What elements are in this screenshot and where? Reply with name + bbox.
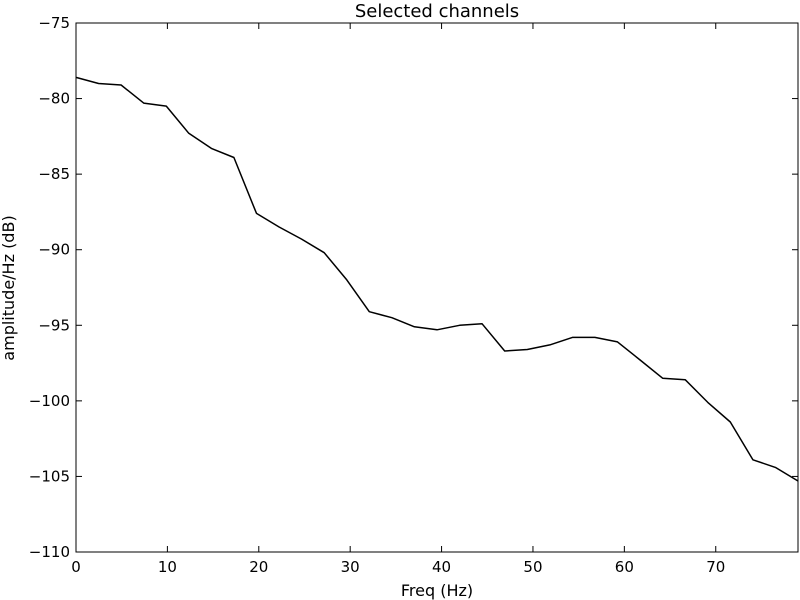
y-tick-label: −90: [38, 241, 70, 259]
x-axis-label: Freq (Hz): [401, 581, 473, 600]
y-tick-label: −105: [29, 467, 70, 485]
y-tick-label: −80: [38, 90, 70, 108]
x-tick-label: 50: [523, 558, 542, 576]
x-tick-label: 20: [249, 558, 268, 576]
series-line: [75, 76, 799, 482]
x-tick-label: 10: [158, 558, 177, 576]
y-tick-label: −110: [29, 543, 70, 561]
y-tick-label: −95: [38, 316, 70, 334]
x-tick-label: 30: [341, 558, 360, 576]
y-tick-label: −75: [38, 14, 70, 32]
chart-title: Selected channels: [355, 1, 519, 22]
x-tick-label: 0: [71, 558, 81, 576]
y-tick-label: −100: [29, 392, 70, 410]
plot-frame: [75, 22, 799, 553]
y-tick-label: −85: [38, 165, 70, 183]
x-axis-ticks: 0 10 20 30 40 50 60 70: [71, 23, 725, 576]
y-axis-label: amplitude/Hz (dB): [0, 215, 18, 360]
y-axis-ticks: −75 −80 −85 −90 −95 −100 −105 −110: [29, 14, 798, 561]
x-tick-label: 60: [615, 558, 634, 576]
x-tick-label: 70: [706, 558, 725, 576]
x-tick-label: 40: [432, 558, 451, 576]
